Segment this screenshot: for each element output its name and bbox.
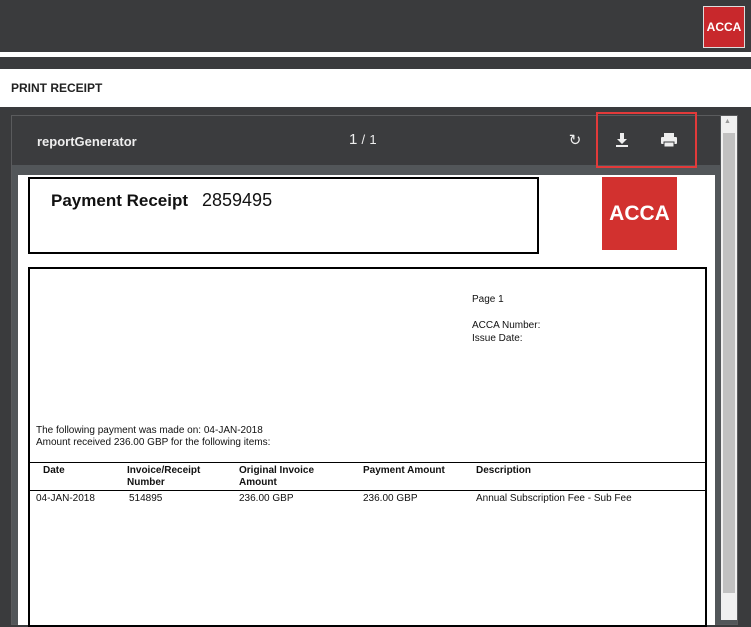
divider <box>0 52 751 57</box>
download-icon[interactable] <box>610 128 634 152</box>
rotate-icon[interactable]: ↻ <box>568 132 582 149</box>
cell-original-amount: 236.00 GBP <box>239 493 294 504</box>
total-pages: 1 <box>369 132 377 147</box>
viewer-toolbar <box>12 116 720 165</box>
cell-invoice: 514895 <box>129 493 163 504</box>
cell-description: Annual Subscription Fee - Sub Fee <box>476 493 632 504</box>
current-page[interactable]: 1 <box>349 131 358 148</box>
cell-date: 04-JAN-2018 <box>36 493 95 504</box>
receipt-title: Payment Receipt <box>51 191 188 210</box>
issue-date-label: Issue Date: <box>472 333 523 344</box>
acca-logo[interactable]: ACCA <box>703 6 745 48</box>
amount-line: Amount received 236.00 GBP for the follo… <box>36 437 271 448</box>
page-title: PRINT RECEIPT <box>11 81 103 95</box>
table-header-rule <box>29 490 706 491</box>
column-header-invoice: Invoice/Receipt Number <box>127 465 201 488</box>
print-icon[interactable] <box>657 128 681 152</box>
cell-payment-amount: 236.00 GBP <box>363 493 418 504</box>
column-header-original-amount: Original Invoice Amount <box>239 465 315 488</box>
document-page <box>18 175 715 625</box>
nav-band <box>0 57 751 69</box>
page-separator: / <box>361 132 366 147</box>
receipt-header-box <box>28 177 539 254</box>
acca-document-logo: ACCA <box>602 177 677 250</box>
page-indicator: 1 / 1 <box>349 131 377 148</box>
column-header-description: Description <box>476 465 532 476</box>
page-label: Page 1 <box>472 294 504 305</box>
title-bar <box>0 69 751 107</box>
column-header-payment-amount: Payment Amount <box>363 465 445 476</box>
scrollbar-thumb[interactable] <box>723 133 735 593</box>
scroll-up-icon[interactable]: ▲ <box>724 118 731 125</box>
acca-number-label: ACCA Number: <box>472 320 541 331</box>
payment-date-line: The following payment was made on: 04-JA… <box>36 425 263 436</box>
table-top-rule <box>29 462 706 463</box>
column-header-date: Date <box>43 465 65 476</box>
receipt-number: 2859495 <box>202 190 273 210</box>
top-bar <box>0 0 751 51</box>
highlight-box <box>596 112 697 168</box>
document-name: reportGenerator <box>37 134 137 149</box>
